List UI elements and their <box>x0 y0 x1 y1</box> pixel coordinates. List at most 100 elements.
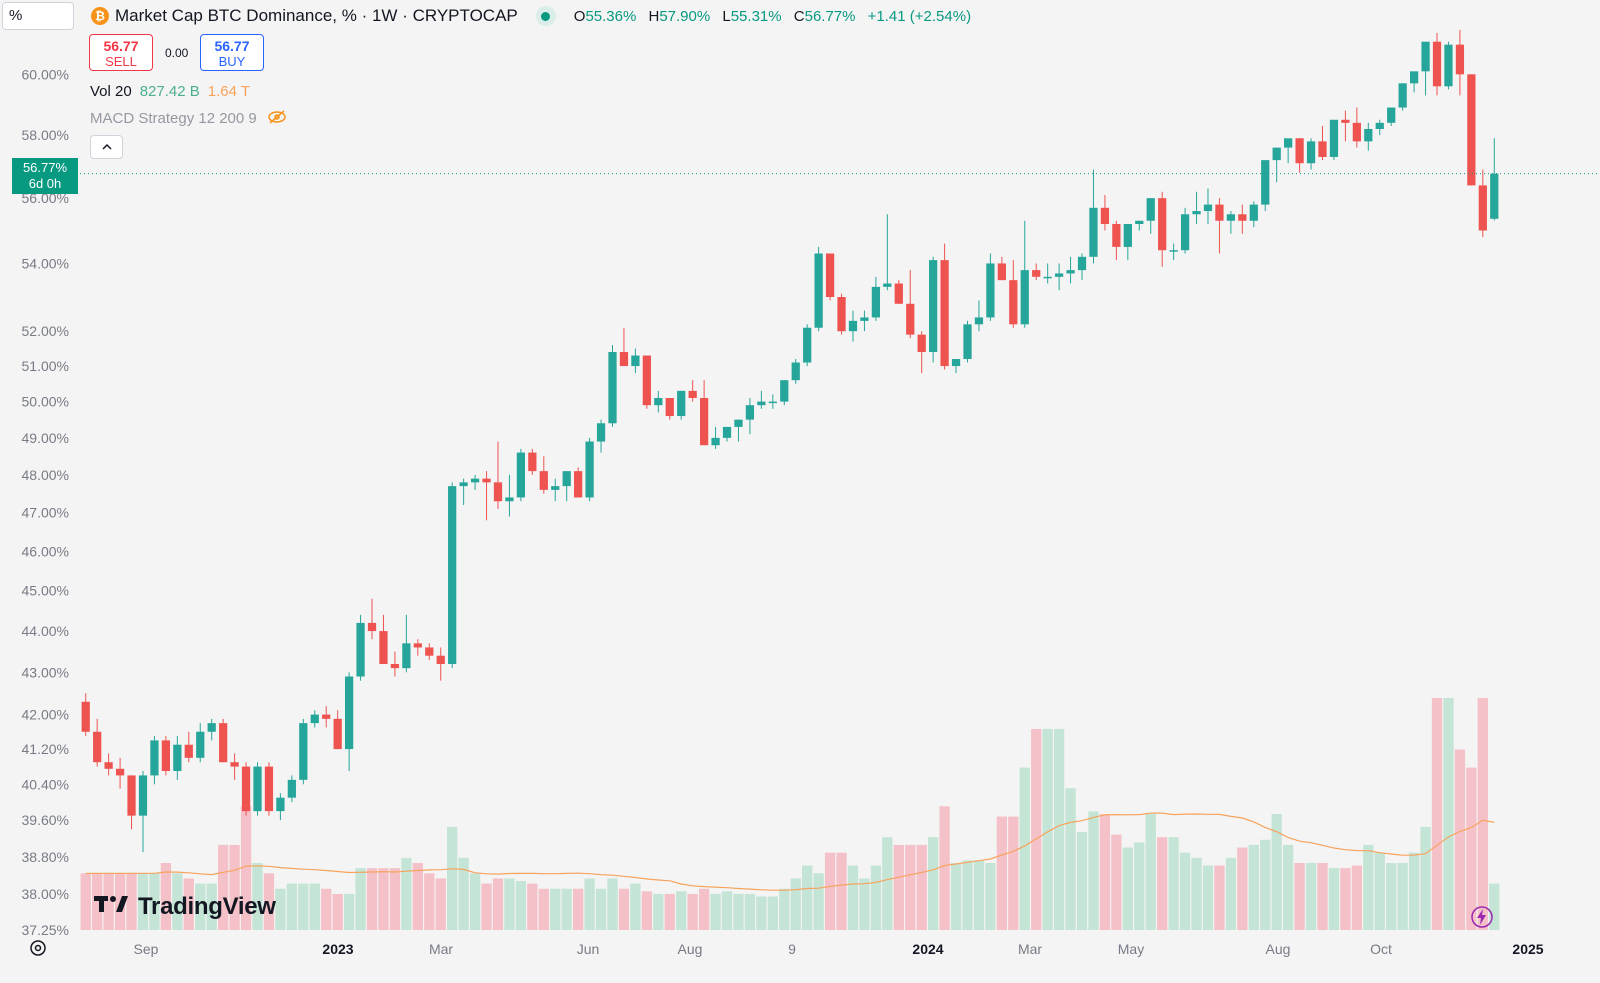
volume-legend[interactable]: Vol 20 827.42 B 1.64 T <box>90 83 250 100</box>
volume-bar <box>687 893 698 930</box>
candle-body <box>619 352 629 367</box>
candle <box>608 345 617 427</box>
candle <box>1215 198 1224 254</box>
lightning-icon[interactable] <box>1470 905 1494 929</box>
candle-body <box>780 380 789 402</box>
tradingview-logo[interactable]: TradingView <box>94 893 276 921</box>
candle-body <box>253 766 262 812</box>
candle-body <box>264 766 274 812</box>
candle <box>390 651 400 677</box>
volume-bar <box>1420 826 1431 930</box>
y-axis-tick-label: 40.40% <box>22 776 69 792</box>
candle-body <box>963 324 972 360</box>
volume-bar <box>1305 862 1317 930</box>
candle-body <box>974 317 984 325</box>
candle-body <box>1123 223 1132 247</box>
candle-body <box>1169 250 1178 252</box>
candle-body <box>138 775 148 816</box>
candle <box>1467 74 1476 186</box>
candle <box>1112 220 1121 261</box>
volume-bar <box>1134 842 1145 930</box>
y-axis-tick-label: 44.00% <box>22 623 69 639</box>
candle <box>115 757 125 789</box>
candle <box>803 324 812 367</box>
candle-body <box>1318 141 1327 157</box>
buy-button[interactable]: 56.77 BUY <box>200 34 264 71</box>
candle-body <box>997 263 1006 281</box>
volume-bar <box>149 873 160 930</box>
candle <box>539 456 548 494</box>
market-status-icon[interactable] <box>535 6 556 26</box>
y-axis-tick-label: 47.00% <box>22 505 69 521</box>
volume-bar <box>1408 852 1420 930</box>
volume-bar <box>1363 844 1374 930</box>
candle-body <box>757 401 766 406</box>
candle <box>1490 138 1499 221</box>
y-axis-tick-label: 42.00% <box>22 707 69 723</box>
candle <box>241 762 251 816</box>
volume-bar <box>240 806 252 930</box>
volume-bar <box>515 881 527 930</box>
candle-body <box>654 398 663 406</box>
candle-body <box>734 419 743 427</box>
candle-body <box>1215 204 1224 221</box>
chart-title[interactable]: Market Cap BTC Dominance, % · 1W · CRYPT… <box>115 6 518 25</box>
candle <box>1272 147 1281 183</box>
chart-settings-icon[interactable] <box>28 938 48 958</box>
volume-bar <box>836 852 847 930</box>
volume-bar <box>492 878 504 930</box>
candle-body <box>951 359 961 367</box>
volume-bar <box>355 868 366 930</box>
candle-body <box>241 766 251 812</box>
volume-bar <box>733 893 744 930</box>
candle <box>619 327 629 367</box>
candle-body <box>299 723 308 780</box>
symbol-search-input[interactable]: % <box>2 2 74 30</box>
volume-bar <box>1282 844 1294 930</box>
volume-bar <box>1157 837 1168 930</box>
volume-bar <box>824 852 836 930</box>
y-axis: 60.00% 58.00% 56.00% 54.00% 52.00% 51.00% 50.0… <box>22 66 69 938</box>
candle-body <box>127 775 136 816</box>
candle <box>367 598 377 640</box>
candle-body <box>230 762 239 767</box>
candle-body <box>276 797 285 812</box>
sell-label: SELL <box>105 54 137 69</box>
collapse-legend-button[interactable] <box>90 135 123 159</box>
candle-body <box>642 355 651 406</box>
volume-bar <box>435 878 446 930</box>
candle-body <box>1135 220 1144 224</box>
candle <box>1352 107 1361 148</box>
candle <box>184 731 193 763</box>
volume-bar <box>1260 839 1271 930</box>
candle-body <box>1409 71 1419 84</box>
sell-button[interactable]: 56.77 SELL <box>89 34 153 71</box>
volume-bar <box>1466 767 1477 930</box>
candle-body <box>848 320 858 332</box>
candle <box>986 253 995 321</box>
candle <box>344 672 354 772</box>
candle-body <box>551 486 560 490</box>
candle-body <box>390 663 400 669</box>
candle-body <box>1180 214 1190 251</box>
candle <box>1123 223 1132 261</box>
volume-bar <box>309 883 320 930</box>
volume-bar <box>584 878 595 930</box>
volume-bar <box>172 873 183 930</box>
candle <box>871 276 881 321</box>
macd-legend[interactable]: MACD Strategy 12 200 9 <box>90 110 287 127</box>
volume-label: Vol 20 <box>90 83 132 100</box>
volume-bar <box>217 844 229 930</box>
candles <box>81 30 1499 853</box>
candle-body <box>425 647 434 656</box>
candle-body <box>161 740 171 772</box>
candle-body <box>1455 44 1465 75</box>
candle <box>333 710 342 750</box>
volume-bar <box>698 888 710 930</box>
candle-body <box>1112 223 1121 247</box>
candle-body <box>402 643 411 669</box>
candle-body <box>173 744 182 772</box>
candle-body <box>1009 280 1018 325</box>
eye-off-icon[interactable] <box>267 110 287 127</box>
